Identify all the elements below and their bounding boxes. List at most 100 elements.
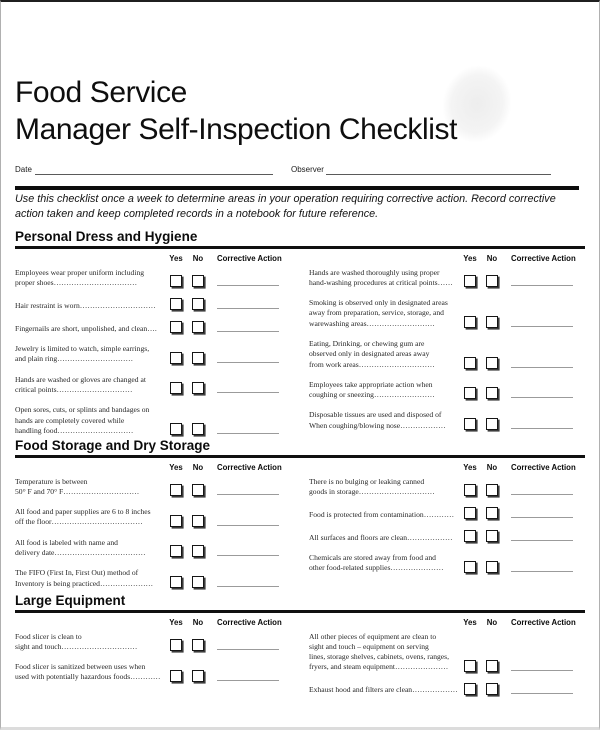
- observer-input-line[interactable]: [326, 164, 551, 175]
- no-checkbox[interactable]: [486, 560, 498, 573]
- no-checkbox[interactable]: [192, 275, 204, 288]
- no-checkbox[interactable]: [192, 575, 204, 588]
- no-checkbox[interactable]: [486, 682, 498, 695]
- no-header: No: [192, 617, 204, 627]
- yes-checkbox[interactable]: [170, 545, 182, 558]
- no-header: No: [486, 253, 498, 263]
- corrective-action-line[interactable]: [217, 494, 279, 496]
- no-checkbox[interactable]: [486, 484, 498, 497]
- corrective-action-line[interactable]: [511, 285, 573, 287]
- corrective-action-line[interactable]: [511, 428, 573, 430]
- yes-checkbox[interactable]: [170, 575, 182, 588]
- section-title: Food Storage and Dry Storage: [15, 438, 211, 453]
- checklist-item-text: Hair restraint is worn…………………………: [15, 300, 156, 310]
- checklist-item-text: Temperature is between 50° F and 70° F………: [15, 476, 140, 496]
- corrective-action-line[interactable]: [217, 433, 279, 435]
- checklist-item-text: Employees take appropriate action when c…: [309, 379, 435, 400]
- no-checkbox[interactable]: [486, 507, 498, 520]
- corrective-action-line[interactable]: [217, 392, 279, 394]
- corrective-action-line[interactable]: [217, 555, 279, 557]
- checklist-item-text: Food slicer is clean to sight and touch……: [15, 631, 138, 651]
- corrective-action-line[interactable]: [217, 585, 279, 587]
- corrective-action-line[interactable]: [511, 325, 573, 327]
- corrective-action-line[interactable]: [511, 494, 573, 496]
- date-input-line[interactable]: [35, 164, 273, 175]
- corrective-action-line[interactable]: [217, 679, 279, 681]
- no-checkbox[interactable]: [192, 423, 204, 436]
- no-checkbox[interactable]: [486, 275, 498, 288]
- corrective-action-line[interactable]: [511, 366, 573, 368]
- checklist-item: Exhaust hood and filters are clean………………: [309, 682, 585, 696]
- yes-checkbox[interactable]: [464, 418, 476, 431]
- checklist-column-right: Yes No Corrective Action All other pieces o…: [309, 618, 585, 696]
- no-checkbox[interactable]: [192, 382, 204, 395]
- no-checkbox[interactable]: [486, 315, 498, 328]
- yes-checkbox[interactable]: [464, 484, 476, 497]
- corrective-action-line[interactable]: [217, 524, 279, 526]
- checklist-item: Employees wear proper uniform including …: [15, 268, 291, 289]
- corrective-action-line[interactable]: [511, 692, 573, 694]
- no-checkbox[interactable]: [486, 387, 498, 400]
- corrective-action-line[interactable]: [217, 331, 279, 333]
- checklist-item: Temperature is between 50° F and 70° F………: [15, 477, 291, 498]
- column-header-row: Yes No Corrective Action: [309, 254, 585, 263]
- corrective-action-line[interactable]: [511, 540, 573, 542]
- corrective-action-line[interactable]: [511, 570, 573, 572]
- yes-checkbox[interactable]: [170, 484, 182, 497]
- yes-checkbox[interactable]: [170, 669, 182, 682]
- corrective-action-line[interactable]: [217, 361, 279, 363]
- yes-checkbox[interactable]: [170, 382, 182, 395]
- section-title: Large Equipment: [15, 593, 126, 608]
- no-checkbox[interactable]: [192, 514, 204, 527]
- no-checkbox[interactable]: [192, 545, 204, 558]
- corrective-action-line[interactable]: [511, 397, 573, 399]
- checklist-column-left: Yes No Corrective Action Employees wear pro…: [15, 254, 291, 437]
- yes-checkbox[interactable]: [464, 275, 476, 288]
- checklist-item: All food is labeled with name and delive…: [15, 538, 291, 559]
- no-checkbox[interactable]: [486, 530, 498, 543]
- no-checkbox[interactable]: [486, 356, 498, 369]
- corrective-action-line[interactable]: [217, 649, 279, 651]
- yes-checkbox[interactable]: [170, 321, 182, 334]
- yes-checkbox[interactable]: [170, 298, 182, 311]
- no-checkbox[interactable]: [192, 484, 204, 497]
- corrective-action-line[interactable]: [217, 285, 279, 287]
- no-checkbox[interactable]: [486, 659, 498, 672]
- yes-checkbox[interactable]: [464, 315, 476, 328]
- yes-checkbox[interactable]: [170, 275, 182, 288]
- yes-checkbox[interactable]: [464, 560, 476, 573]
- corrective-action-line[interactable]: [511, 669, 573, 671]
- instructions-text: Use this checklist once a week to determ…: [15, 193, 556, 220]
- column-header-row: Yes No Corrective Action: [309, 618, 585, 627]
- no-checkbox[interactable]: [192, 669, 204, 682]
- checklist-item: Open sores, cuts, or splints and bandage…: [15, 405, 291, 436]
- yes-checkbox[interactable]: [464, 387, 476, 400]
- no-checkbox[interactable]: [192, 639, 204, 652]
- yes-checkbox[interactable]: [464, 682, 476, 695]
- yes-checkbox[interactable]: [170, 514, 182, 527]
- yes-checkbox[interactable]: [170, 351, 182, 364]
- no-checkbox[interactable]: [486, 418, 498, 431]
- no-checkbox[interactable]: [192, 351, 204, 364]
- checklist-item-text: All other pieces of equipment are clean …: [309, 631, 450, 672]
- section-columns: Yes No Corrective Action Employees wear pro…: [15, 254, 585, 437]
- yes-checkbox[interactable]: [464, 356, 476, 369]
- meta-row: Date Observer: [15, 164, 583, 178]
- page-title: Food Service Manager Self-Inspection Chec…: [15, 74, 457, 148]
- no-checkbox[interactable]: [192, 298, 204, 311]
- no-checkbox[interactable]: [192, 321, 204, 334]
- column-header-row: Yes No Corrective Action: [309, 463, 585, 472]
- yes-checkbox[interactable]: [464, 530, 476, 543]
- yes-checkbox[interactable]: [170, 423, 182, 436]
- yes-checkbox[interactable]: [170, 639, 182, 652]
- yes-checkbox[interactable]: [464, 659, 476, 672]
- checklist-column-right: Yes No Corrective Action There is no bulgin…: [309, 463, 585, 589]
- corrective-action-line[interactable]: [511, 517, 573, 519]
- checklist-item-text: Hands are washed or gloves are changed a…: [15, 374, 146, 394]
- yes-checkbox[interactable]: [464, 507, 476, 520]
- corrective-action-line[interactable]: [217, 308, 279, 310]
- section-columns: Yes No Corrective Action Temperature is bet…: [15, 463, 585, 589]
- yes-header: Yes: [463, 253, 477, 263]
- checklist-item-text: Hands are washed thoroughly using proper…: [309, 267, 453, 287]
- checklist-item-text: The FIFO (First In, First Out) method of…: [15, 568, 154, 588]
